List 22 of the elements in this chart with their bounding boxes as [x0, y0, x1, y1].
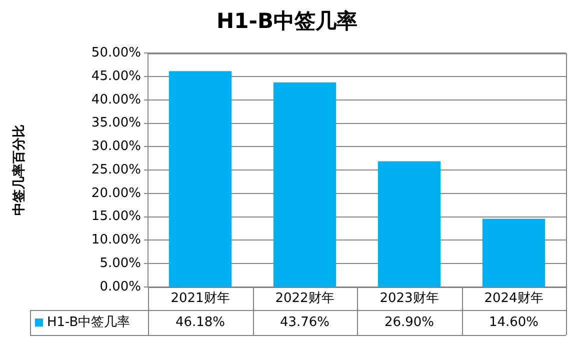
data-label: 43.76% [280, 314, 330, 330]
y-tick-label: 35.00% [91, 116, 141, 131]
y-axis-title: 中签几率百分比 [11, 124, 28, 216]
data-label: 46.18% [175, 314, 226, 330]
x-tick-label: 2024财年 [484, 291, 544, 306]
data-label: 26.90% [384, 314, 434, 330]
y-tick-label: 30.00% [91, 139, 141, 154]
y-tick-label: 50.00% [91, 46, 141, 61]
y-tick-label: 45.00% [91, 68, 141, 84]
y-tick-label: 5.00% [100, 256, 141, 271]
y-tick-label: 20.00% [91, 186, 141, 201]
x-tick-label: 2023财年 [380, 291, 439, 306]
x-tick-label: 2022财年 [275, 291, 334, 306]
legend-label: H1-B中签几率 [47, 314, 130, 330]
y-tick-label: 0.00% [100, 279, 141, 294]
chart-title: H1-B中签几率 [216, 9, 358, 34]
x-tick-label: 2021财年 [170, 291, 230, 306]
data-label: 14.60% [488, 314, 539, 330]
y-tick-label: 40.00% [91, 92, 141, 108]
y-tick-label: 25.00% [91, 162, 141, 178]
y-tick-label: 15.00% [91, 209, 141, 224]
y-tick-label: 10.00% [91, 232, 141, 248]
